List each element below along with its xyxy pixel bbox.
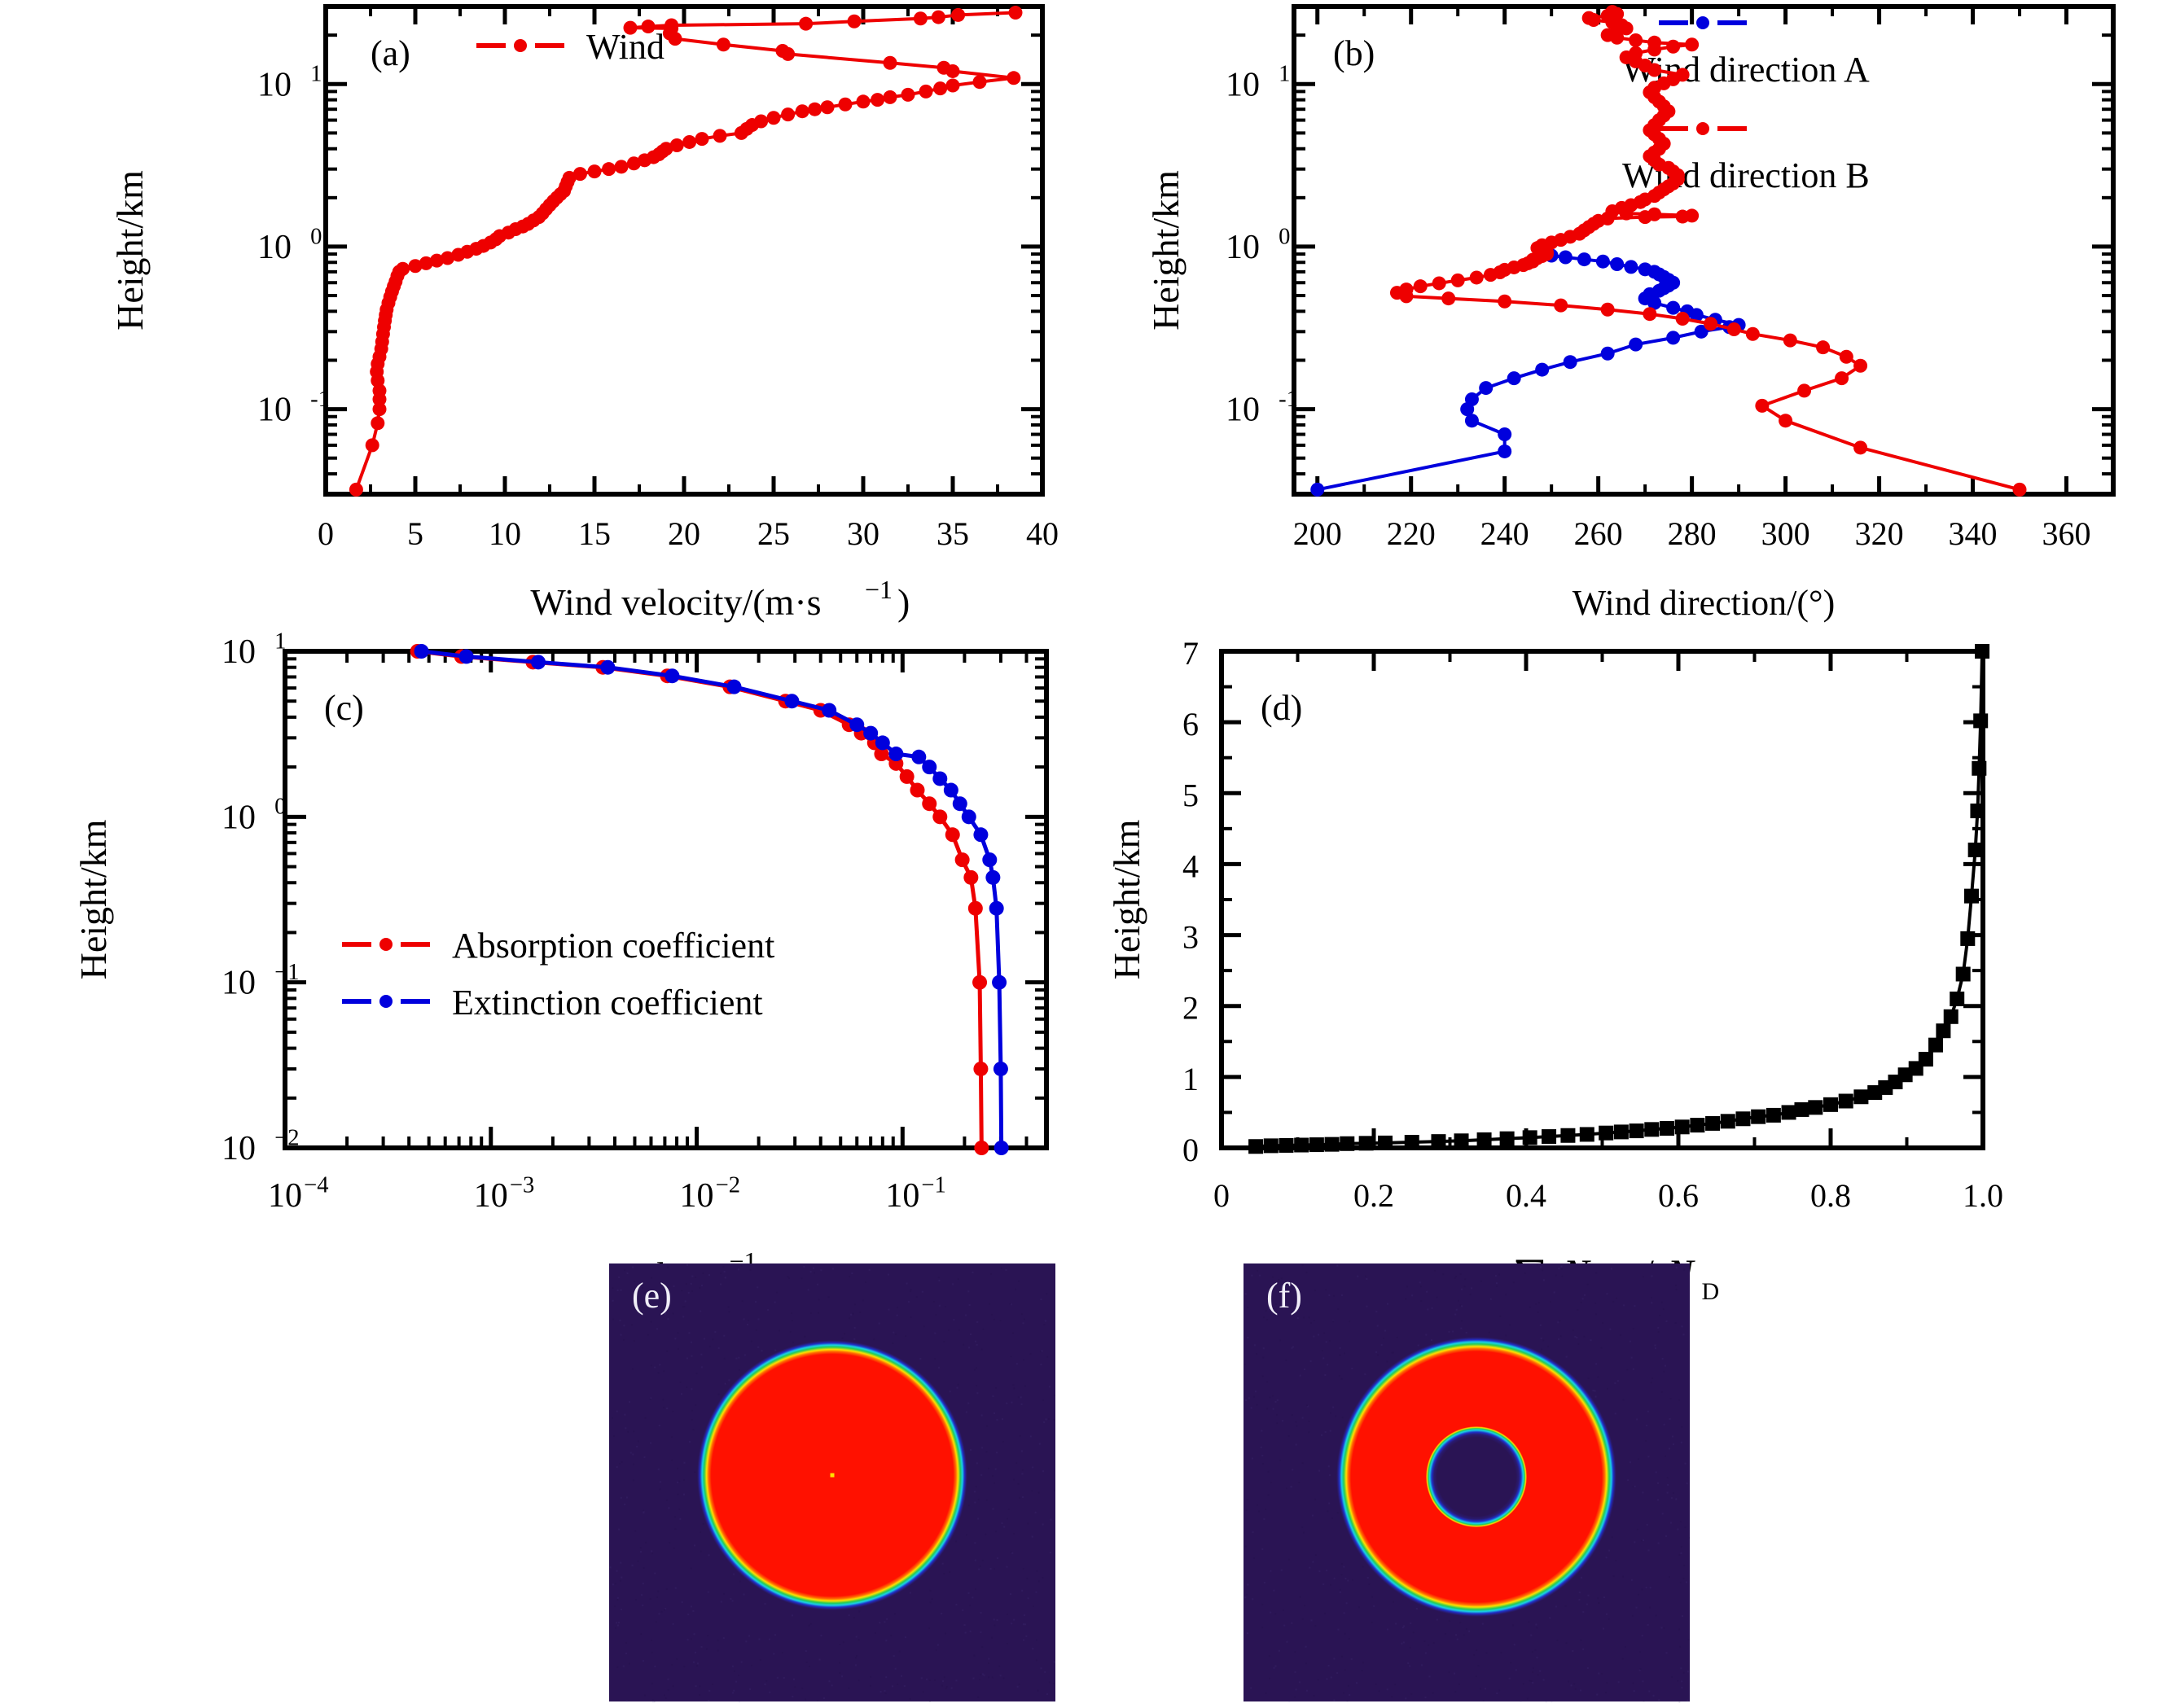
svg-text:(d): (d) bbox=[1261, 688, 1302, 728]
svg-text:6: 6 bbox=[1182, 706, 1199, 742]
panel-e: (e) bbox=[609, 1263, 1055, 1701]
svg-text:1: 1 bbox=[310, 62, 322, 87]
svg-text:10: 10 bbox=[257, 229, 292, 266]
svg-text:1: 1 bbox=[1182, 1061, 1199, 1097]
svg-text:0: 0 bbox=[274, 795, 286, 820]
svg-text:10: 10 bbox=[222, 965, 256, 1002]
svg-text:0: 0 bbox=[1213, 1177, 1230, 1214]
svg-text:−3: −3 bbox=[510, 1172, 534, 1198]
svg-text:1: 1 bbox=[274, 628, 286, 654]
panel-c: 10−410−310−210−110110010−110−2Height/kmα… bbox=[0, 602, 1091, 1246]
svg-text:0: 0 bbox=[1279, 224, 1290, 249]
svg-text:Wind: Wind bbox=[586, 27, 665, 67]
panel-d: 00.20.40.60.81.001234567Height/km∑ND,i/N… bbox=[1089, 602, 2180, 1246]
panel-a: 0 5 10 15 20 25 30 35 40 10 1 10 0 10 -1 Height/km Wind … bbox=[0, 0, 1091, 602]
svg-text:200: 200 bbox=[1293, 515, 1342, 552]
svg-text:7: 7 bbox=[1182, 635, 1199, 672]
svg-text:220: 220 bbox=[1387, 515, 1436, 552]
svg-text:5: 5 bbox=[407, 515, 423, 552]
panel-c-svg: 10−410−310−210−110110010−110−2Height/kmα… bbox=[0, 602, 1091, 1246]
svg-text:−1: −1 bbox=[921, 1172, 945, 1198]
panel-e-label: (e) bbox=[632, 1275, 672, 1316]
svg-text:2: 2 bbox=[1182, 990, 1199, 1027]
svg-text:10: 10 bbox=[268, 1177, 302, 1215]
panel-f: (f) bbox=[1244, 1263, 1690, 1701]
panel-d-svg: 00.20.40.60.81.001234567Height/km∑ND,i/N… bbox=[1089, 602, 2180, 1246]
svg-text:0: 0 bbox=[318, 515, 334, 552]
svg-text:0.2: 0.2 bbox=[1353, 1177, 1394, 1214]
svg-text:10: 10 bbox=[1226, 66, 1260, 103]
svg-text:10: 10 bbox=[489, 515, 521, 552]
svg-text:Height/km: Height/km bbox=[109, 170, 151, 331]
svg-text:30: 30 bbox=[847, 515, 879, 552]
svg-text:300: 300 bbox=[1761, 515, 1810, 552]
svg-text:20: 20 bbox=[668, 515, 700, 552]
svg-text:25: 25 bbox=[757, 515, 790, 552]
svg-text:−1: −1 bbox=[865, 575, 893, 604]
svg-text:-1: -1 bbox=[310, 387, 330, 412]
svg-text:10: 10 bbox=[885, 1177, 919, 1215]
svg-text:4: 4 bbox=[1182, 847, 1199, 884]
svg-text:−1: −1 bbox=[274, 960, 299, 985]
panel-b: 200 220 240 260 280 300 320 340 360 10 1 10 0 10 -1 Hei… bbox=[1089, 0, 2180, 602]
svg-text:15: 15 bbox=[578, 515, 611, 552]
svg-text:360: 360 bbox=[2042, 515, 2091, 552]
panel-f-image bbox=[1244, 1263, 1690, 1701]
svg-text:3: 3 bbox=[1182, 919, 1199, 956]
svg-text:10: 10 bbox=[222, 633, 256, 671]
svg-text:Extinction coefficient: Extinction coefficient bbox=[452, 983, 763, 1023]
svg-text:10: 10 bbox=[1226, 392, 1260, 429]
svg-text:35: 35 bbox=[936, 515, 969, 552]
svg-text:280: 280 bbox=[1668, 515, 1717, 552]
svg-text:320: 320 bbox=[1855, 515, 1904, 552]
svg-text:0.6: 0.6 bbox=[1658, 1177, 1699, 1214]
svg-text:0.4: 0.4 bbox=[1506, 1177, 1546, 1214]
svg-text:D: D bbox=[1702, 1278, 1720, 1305]
svg-text:5: 5 bbox=[1182, 777, 1199, 813]
svg-text:(c): (c) bbox=[324, 688, 364, 728]
svg-text:(b): (b) bbox=[1333, 33, 1375, 73]
svg-text:0.8: 0.8 bbox=[1810, 1177, 1851, 1214]
svg-text:Absorption coefficient: Absorption coefficient bbox=[452, 926, 774, 966]
svg-text:Height/km: Height/km bbox=[1106, 819, 1147, 979]
svg-text:0: 0 bbox=[1182, 1132, 1199, 1168]
svg-text:0: 0 bbox=[310, 224, 322, 249]
svg-text:240: 240 bbox=[1480, 515, 1529, 552]
panel-a-svg: 0 5 10 15 20 25 30 35 4010110010 -1Height/kmWind … bbox=[0, 0, 1091, 602]
panel-b-svg: 200 220 240 260 280 300 320 340 360 10 1 10 0 10 -1 Hei… bbox=[1089, 0, 2180, 602]
svg-text:340: 340 bbox=[1949, 515, 1998, 552]
svg-text:Height/km: Height/km bbox=[1145, 170, 1186, 331]
svg-text:10: 10 bbox=[1226, 229, 1260, 266]
svg-text:10: 10 bbox=[680, 1177, 714, 1215]
panel-e-image bbox=[609, 1263, 1055, 1701]
svg-text:1: 1 bbox=[1279, 62, 1290, 87]
svg-text:−2: −2 bbox=[274, 1125, 299, 1150]
svg-text:−4: −4 bbox=[304, 1172, 328, 1198]
svg-text:40: 40 bbox=[1026, 515, 1059, 552]
svg-text:10: 10 bbox=[257, 392, 292, 429]
svg-text:1.0: 1.0 bbox=[1963, 1177, 2003, 1214]
svg-text:(a): (a) bbox=[371, 33, 410, 73]
svg-text:260: 260 bbox=[1574, 515, 1623, 552]
panel-f-label: (f) bbox=[1266, 1275, 1302, 1316]
svg-text:10: 10 bbox=[257, 66, 292, 103]
svg-text:Height/km: Height/km bbox=[72, 819, 114, 979]
svg-text:10: 10 bbox=[222, 1130, 256, 1167]
svg-text:10: 10 bbox=[222, 799, 256, 836]
svg-text:-1: -1 bbox=[1279, 387, 1298, 412]
svg-text:10: 10 bbox=[474, 1177, 508, 1215]
svg-text:−2: −2 bbox=[716, 1172, 740, 1198]
